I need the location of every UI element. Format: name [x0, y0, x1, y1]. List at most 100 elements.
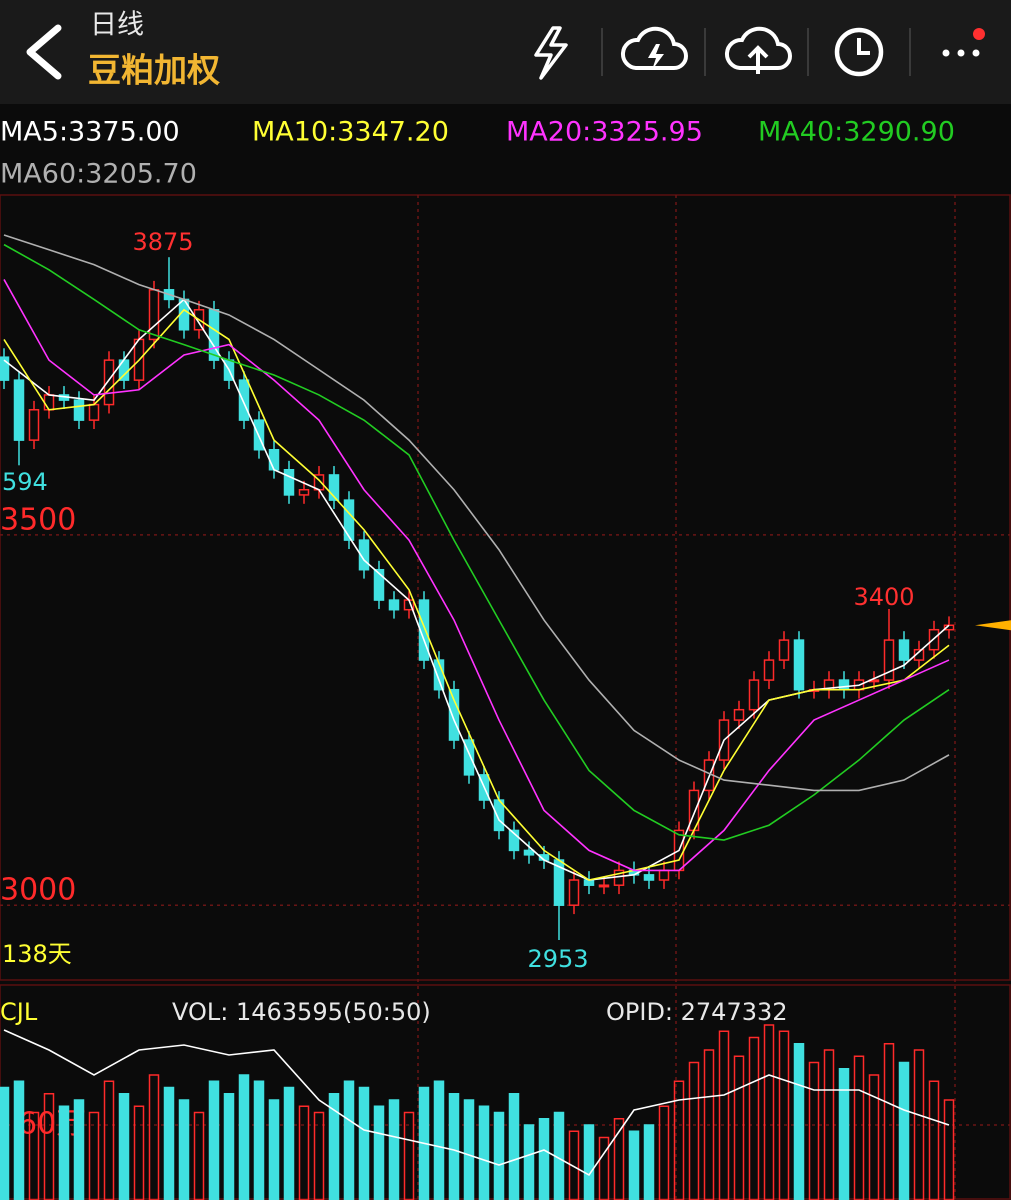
volume-bar	[913, 1049, 925, 1200]
low-label: 2953	[527, 945, 588, 973]
volume-bar	[538, 1118, 550, 1200]
last-price-pointer	[975, 620, 1011, 631]
volume-bar	[778, 1030, 790, 1200]
candle-body	[0, 356, 10, 381]
vol-label: VOL: 1463595(50:50)	[172, 998, 431, 1026]
volume-bar	[73, 1099, 85, 1200]
price-pane	[0, 194, 1011, 981]
volume-bar	[388, 1099, 400, 1200]
opid-label: OPID: 2747332	[606, 998, 788, 1026]
candle-body	[73, 399, 85, 421]
volume-bar	[253, 1080, 265, 1200]
cloud-up-icon[interactable]	[724, 26, 792, 70]
volume-bar	[148, 1074, 160, 1200]
candle-body	[763, 659, 775, 681]
more-dot[interactable]	[942, 49, 950, 57]
volume-bar	[43, 1093, 55, 1200]
volume-bar	[88, 1111, 100, 1200]
volume-bar	[298, 1105, 310, 1200]
cloud-flash-icon[interactable]	[620, 26, 688, 70]
volume-bar	[223, 1093, 235, 1200]
candle-body	[373, 568, 385, 601]
y-tick-label: 3000	[0, 873, 76, 908]
open-interest-line	[3, 1029, 950, 1177]
volume-bar	[688, 1061, 700, 1200]
volume-bar	[628, 1130, 640, 1200]
volume-bar	[928, 1080, 940, 1200]
candle-body	[148, 289, 160, 341]
volume-bar	[373, 1105, 385, 1200]
volume-bar	[583, 1124, 595, 1200]
instrument-title: 豆粕加权	[88, 51, 220, 90]
candle-body	[523, 849, 535, 856]
clock-icon[interactable]	[834, 27, 884, 77]
candle-body	[343, 499, 355, 541]
ma-line	[3, 234, 950, 792]
candle-body	[283, 469, 295, 496]
candle-body	[658, 869, 670, 881]
volume-bar	[358, 1086, 370, 1200]
ma-line	[3, 243, 950, 841]
more-dot	[957, 49, 965, 57]
candle-body	[928, 628, 940, 651]
flash-icon[interactable]	[534, 26, 568, 80]
volume-bar	[238, 1074, 250, 1200]
volume-bar	[703, 1049, 715, 1200]
volume-bar	[898, 1061, 910, 1200]
volume-bar	[763, 1024, 775, 1200]
volume-bar	[673, 1080, 685, 1200]
candle-body	[448, 688, 460, 741]
volume-bar	[448, 1093, 460, 1200]
ma-line	[3, 308, 950, 881]
more-dot	[972, 49, 980, 57]
legend-entry: MA5:3375.00	[0, 117, 180, 148]
candle-body	[748, 679, 760, 711]
candle-body	[43, 394, 55, 411]
volume-bar	[283, 1086, 295, 1200]
volume-bar	[613, 1118, 625, 1200]
candle-body	[883, 639, 895, 681]
volume-bar	[853, 1055, 865, 1200]
volume-bar	[643, 1124, 655, 1200]
volume-bar	[748, 1036, 760, 1200]
volume-bar	[658, 1105, 670, 1200]
volume-bar	[598, 1136, 610, 1200]
cloud-flash-bolt	[648, 44, 664, 70]
volume-bar	[193, 1111, 205, 1200]
high-label: 3400	[853, 583, 914, 611]
day-count: 138天	[2, 940, 72, 968]
candle-body	[598, 884, 610, 888]
volume-bar	[268, 1099, 280, 1200]
cloud-up-arrow	[747, 45, 769, 74]
volume-bar	[343, 1080, 355, 1200]
candle-body	[508, 829, 520, 852]
volume-bar	[313, 1111, 325, 1200]
volume-bar	[943, 1099, 955, 1200]
volume-bar	[493, 1111, 505, 1200]
back-button[interactable]	[26, 24, 62, 80]
cjl-label: CJL	[0, 998, 38, 1026]
volume-bar	[118, 1093, 130, 1200]
legend-entry: MA40:3290.90	[758, 117, 955, 148]
volume-bar	[718, 1030, 730, 1200]
candle-body	[388, 599, 400, 611]
volume-bar	[733, 1055, 745, 1200]
candle-body	[643, 874, 655, 881]
candle-body	[28, 409, 40, 441]
period: 日线	[90, 10, 144, 41]
legend-entry: MA20:3325.95	[506, 117, 703, 148]
low-label: 594	[2, 468, 48, 496]
candle-body	[328, 474, 340, 501]
candle-body	[298, 488, 310, 496]
volume-bar	[793, 1043, 805, 1200]
candle-body	[358, 539, 370, 571]
candle-body	[733, 708, 745, 721]
candle-body	[568, 879, 580, 906]
candle-body	[238, 379, 250, 421]
legend-entry: MA10:3347.20	[252, 117, 449, 148]
volume-bar	[13, 1080, 25, 1200]
candle-body	[898, 639, 910, 661]
